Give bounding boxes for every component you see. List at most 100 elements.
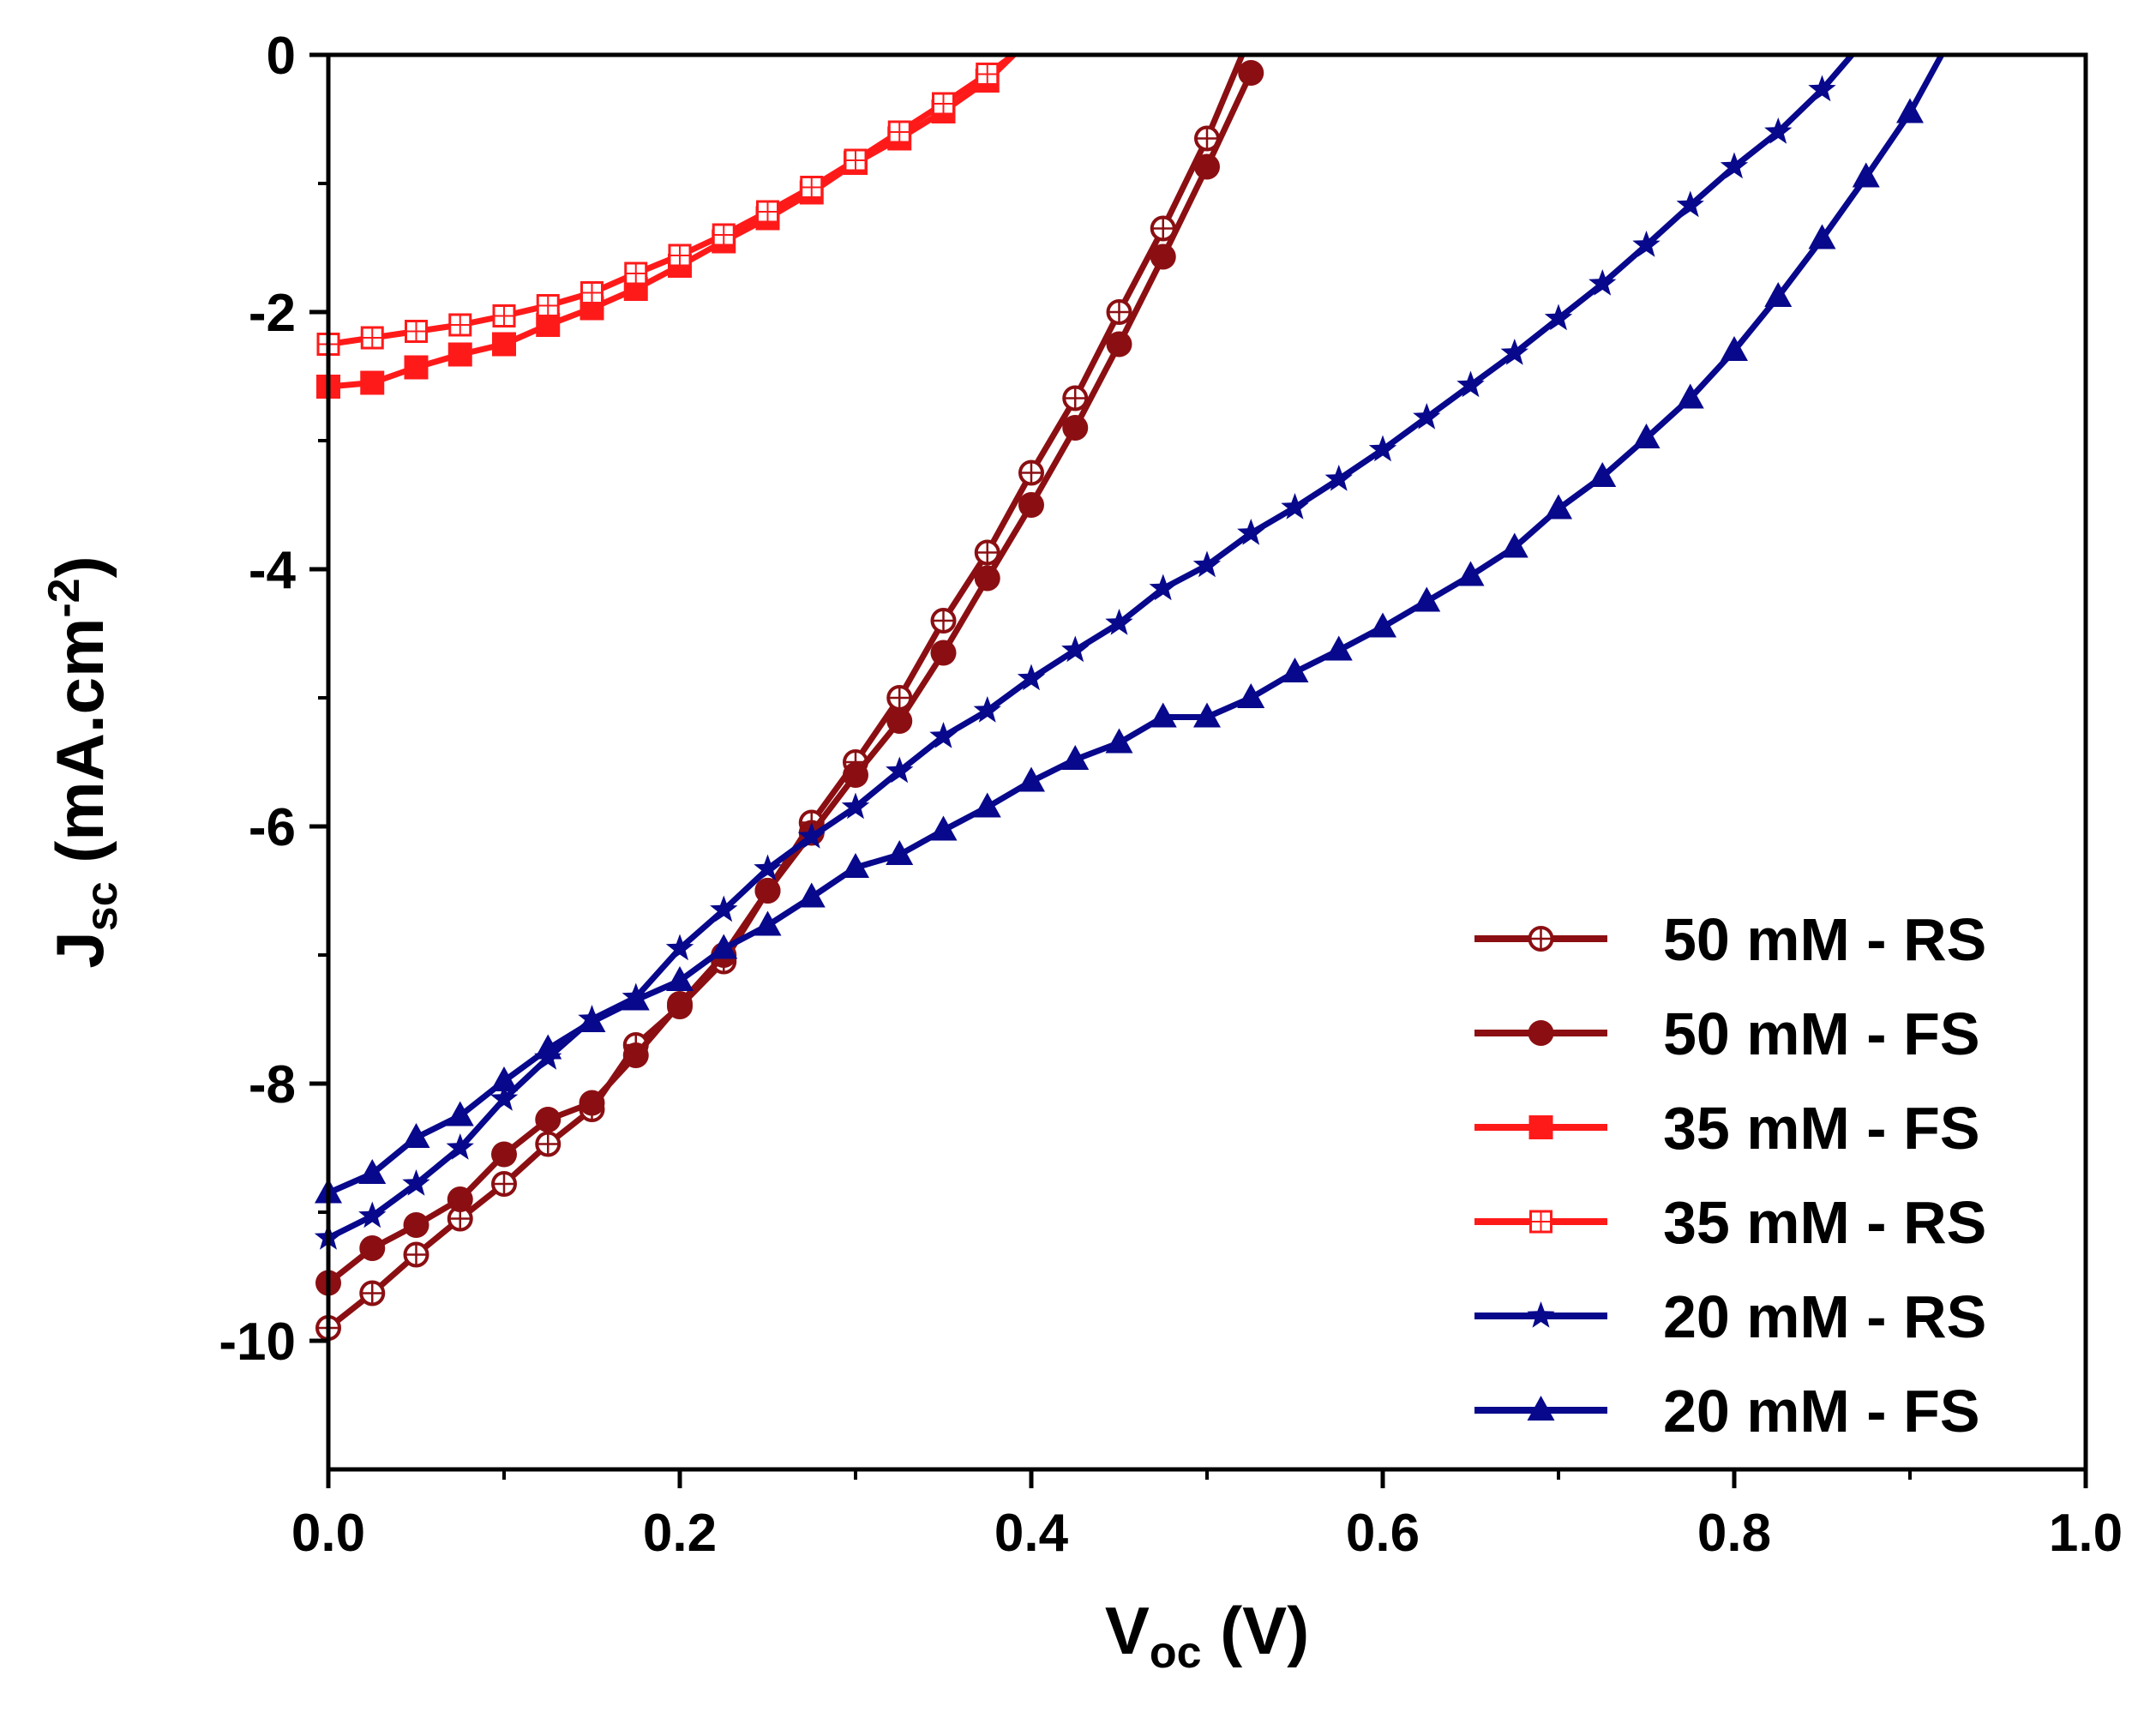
series-line: [326, 53, 1246, 1331]
x-axis-title-main: V: [1105, 1593, 1150, 1668]
marker-star: [710, 895, 738, 922]
marker-filled-triangle: [710, 934, 738, 959]
marker-star: [1061, 635, 1090, 663]
marker-star: [929, 722, 958, 748]
marker-filled-square: [447, 342, 472, 367]
marker-filled-circle: [403, 1212, 429, 1238]
marker-filled-triangle: [1500, 532, 1528, 558]
marker-filled-triangle: [1808, 224, 1836, 249]
marker-filled-square: [1528, 1115, 1553, 1139]
marker-filled-triangle: [929, 815, 958, 841]
marker-filled-circle: [886, 708, 913, 734]
y-tick-label: -8: [249, 1055, 296, 1114]
marker-star: [1368, 435, 1397, 462]
y-tick-label: -4: [249, 541, 297, 600]
marker-filled-triangle: [1061, 745, 1090, 770]
series-5: [315, 53, 1944, 1204]
marker-filled-circle: [1106, 331, 1132, 357]
marker-star: [1413, 403, 1441, 429]
y-tick-label: -6: [249, 798, 296, 857]
marker-filled-triangle: [490, 1066, 518, 1091]
marker-filled-triangle: [1632, 423, 1661, 448]
marker-filled-triangle: [1456, 561, 1485, 586]
y-tick-label: 0: [267, 27, 296, 86]
legend-entry: 20 mM - RS: [1474, 1283, 1986, 1350]
marker-filled-square: [492, 332, 516, 357]
legend-entry: 20 mM - FS: [1474, 1378, 1980, 1445]
marker-filled-triangle: [666, 966, 694, 991]
marker-star: [1192, 550, 1222, 578]
y-axis-title-unit-post: ): [42, 556, 117, 578]
marker-star: [754, 854, 782, 881]
marker-filled-triangle: [402, 1123, 430, 1148]
marker-star: [886, 756, 914, 784]
marker-filled-triangle: [1764, 282, 1793, 307]
marker-filled-square: [360, 370, 385, 395]
marker-filled-triangle: [1588, 462, 1617, 487]
marker-star: [1017, 664, 1046, 691]
marker-star: [358, 1201, 387, 1228]
marker-star: [402, 1169, 430, 1196]
marker-filled-circle: [579, 1090, 605, 1116]
marker-filled-triangle: [1896, 98, 1924, 123]
legend-label: 35 mM - FS: [1663, 1095, 1980, 1162]
series-line: [326, 71, 1254, 1286]
marker-star: [1808, 75, 1836, 102]
series-1: [315, 60, 1264, 1296]
marker-filled-triangle: [754, 910, 782, 936]
x-axis-title: Voc (V): [1105, 1593, 1309, 1678]
marker-filled-circle: [622, 1042, 649, 1068]
y-axis-title-sub: sc: [77, 881, 127, 931]
marker-filled-square: [404, 355, 429, 380]
x-axis-title-sub: oc: [1150, 1628, 1202, 1678]
marker-filled-triangle: [1105, 728, 1133, 754]
marker-filled-triangle: [1281, 658, 1309, 682]
marker-filled-triangle: [578, 1007, 606, 1032]
marker-filled-circle: [491, 1141, 517, 1168]
marker-filled-triangle: [1527, 1396, 1555, 1421]
x-tick-label: 1.0: [2049, 1504, 2123, 1563]
marker-star: [973, 696, 1001, 723]
legend-label: 50 mM - RS: [1663, 906, 1986, 973]
marker-filled-circle: [447, 1186, 473, 1212]
marker-star: [1527, 1301, 1555, 1328]
marker-star: [1544, 303, 1573, 331]
marker-star: [797, 822, 826, 849]
series-layer: [314, 52, 1944, 1341]
marker-filled-circle: [974, 565, 1000, 592]
marker-star: [1456, 370, 1485, 398]
y-axis-title-unit-sup: -2: [39, 578, 89, 617]
marker-filled-circle: [1238, 60, 1264, 86]
marker-filled-triangle: [1721, 336, 1748, 361]
marker-filled-triangle: [797, 882, 826, 908]
y-axis-title-unit-pre: (mA.cm: [42, 618, 117, 882]
marker-star: [1324, 465, 1353, 491]
legend-label: 35 mM - RS: [1663, 1189, 1986, 1256]
marker-filled-triangle: [886, 840, 914, 865]
marker-filled-triangle: [1237, 683, 1265, 708]
marker-star: [1500, 339, 1528, 365]
y-tick-label: -10: [219, 1313, 296, 1372]
marker-star: [1632, 231, 1661, 257]
marker-star: [1149, 574, 1177, 601]
marker-filled-circle: [667, 991, 693, 1017]
marker-filled-triangle: [446, 1101, 474, 1126]
marker-filled-circle: [1018, 492, 1044, 518]
legend: 50 mM - RS 50 mM - FS 35 mM - FS 35 mM - RS…: [1474, 906, 1986, 1445]
marker-filled-triangle: [1852, 162, 1880, 188]
marker-star: [1237, 519, 1265, 545]
x-tick-label: 0.8: [1697, 1504, 1771, 1563]
legend-entry: 35 mM - RS: [1474, 1189, 1986, 1256]
x-tick-label: 0.2: [643, 1504, 717, 1563]
y-axis-title: Jsc (mA.cm-2): [39, 556, 127, 968]
marker-filled-triangle: [973, 792, 1001, 818]
marker-star: [841, 792, 870, 820]
marker-filled-circle: [1150, 243, 1176, 270]
marker-filled-triangle: [842, 853, 869, 878]
marker-filled-triangle: [1413, 586, 1441, 612]
marker-star: [1764, 117, 1793, 144]
marker-star: [1676, 190, 1704, 218]
legend-label: 50 mM - FS: [1663, 1000, 1980, 1067]
